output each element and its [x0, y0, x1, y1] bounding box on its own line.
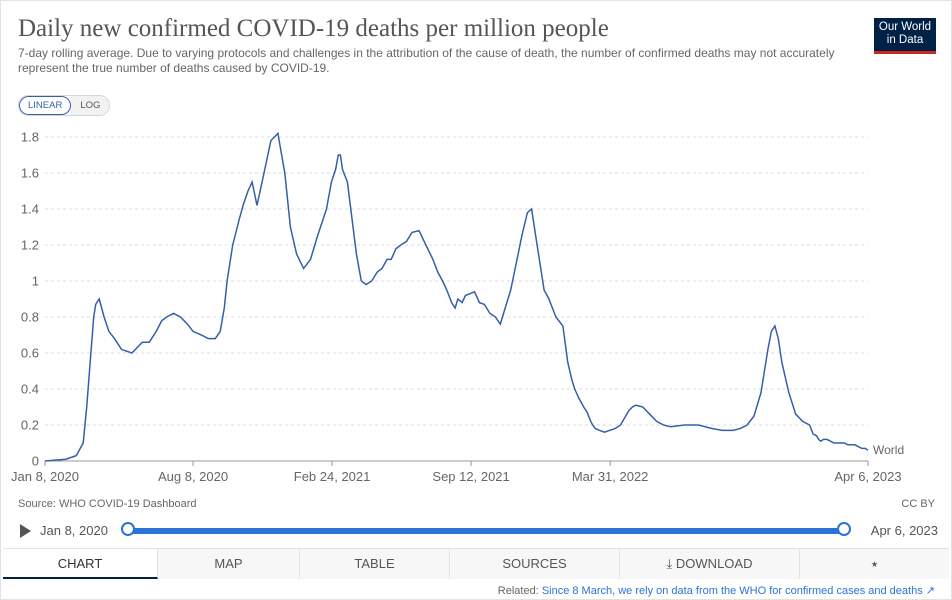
timeline-end-handle[interactable] [837, 522, 851, 536]
tab-map[interactable]: MAP [158, 549, 300, 579]
gridlines [45, 136, 868, 462]
x-tick-label: Feb 24, 2021 [294, 469, 371, 484]
logo-line-1: Our World [878, 21, 932, 33]
series-label-world[interactable]: World [873, 443, 904, 457]
x-tick-label: Apr 6, 2023 [834, 469, 901, 484]
timeline-start-label: Jan 8, 2020 [40, 523, 108, 538]
tab-table[interactable]: TABLE [300, 549, 450, 579]
related-link[interactable]: Since 8 March, we rely on data from the … [541, 585, 923, 597]
y-tick-label: 0.2 [21, 418, 39, 433]
x-tick-label: Aug 8, 2020 [158, 469, 228, 484]
license-note[interactable]: CC BY [901, 498, 935, 510]
y-tick-label: 1.8 [21, 130, 39, 145]
source-note[interactable]: Source: WHO COVID-19 Dashboard [18, 498, 197, 510]
logo-line-2: in Data [886, 34, 924, 46]
tab-sources[interactable]: SOURCES [450, 549, 620, 579]
owid-logo[interactable]: Our World in Data [874, 18, 936, 54]
tab-chart[interactable]: CHART [3, 549, 158, 579]
y-tick-label: 0.6 [21, 346, 39, 361]
y-tick-label: 1 [32, 274, 39, 289]
y-tick-label: 1.2 [21, 238, 39, 253]
timeline-end-label: Apr 6, 2023 [870, 523, 938, 538]
share-button[interactable]: ⭑ [800, 549, 949, 579]
x-tick-label: Sep 12, 2021 [432, 469, 509, 484]
scale-toggle: LINEAR LOG [18, 95, 111, 116]
external-link-icon: ↗ [925, 585, 935, 597]
related-prefix: Related: [497, 585, 539, 597]
y-tick-label: 0.4 [21, 382, 39, 397]
tab-download[interactable]: ⤓ DOWNLOAD [620, 549, 800, 579]
timeline-track[interactable] [130, 528, 844, 534]
linear-scale-button[interactable]: LINEAR [19, 96, 72, 115]
share-icon: ⭑ [870, 556, 879, 571]
y-tick-label: 0 [32, 454, 39, 469]
timeline: Jan 8, 2020 Apr 6, 2023 [18, 520, 938, 542]
chart-subtitle: 7-day rolling average. Due to varying pr… [18, 46, 835, 75]
y-tick-label: 0.8 [21, 310, 39, 325]
download-icon: ⤓ [666, 556, 673, 571]
chart-title: Daily new confirmed COVID-19 deaths per … [18, 15, 609, 42]
play-icon[interactable] [20, 524, 31, 538]
x-axis: Jan 8, 2020 Aug 8, 2020 Feb 24, 2021 Sep 12… [11, 461, 902, 484]
y-tick-label: 1.6 [21, 166, 39, 181]
y-axis: 0 0.2 0.4 0.6 0.8 1 1.2 1.4 1.6 1.8 [21, 130, 39, 469]
tab-bar: CHART MAP TABLE SOURCES ⤓ DOWNLOAD ⭑ [3, 548, 949, 579]
log-scale-button[interactable]: LOG [71, 96, 110, 115]
series-line-world[interactable] [44, 131, 869, 462]
timeline-start-handle[interactable] [121, 522, 135, 536]
x-tick-label: Mar 31, 2022 [572, 469, 649, 484]
line-chart: 0 0.2 0.4 0.6 0.8 1 1.2 1.4 1.6 1.8 Jan 8, 2020 Au… [11, 130, 904, 485]
y-tick-label: 1.4 [21, 202, 39, 217]
tab-download-label: DOWNLOAD [675, 556, 753, 571]
x-tick-label: Jan 8, 2020 [11, 469, 79, 484]
related-note: Related: Since 8 March, we rely on data … [498, 584, 935, 597]
